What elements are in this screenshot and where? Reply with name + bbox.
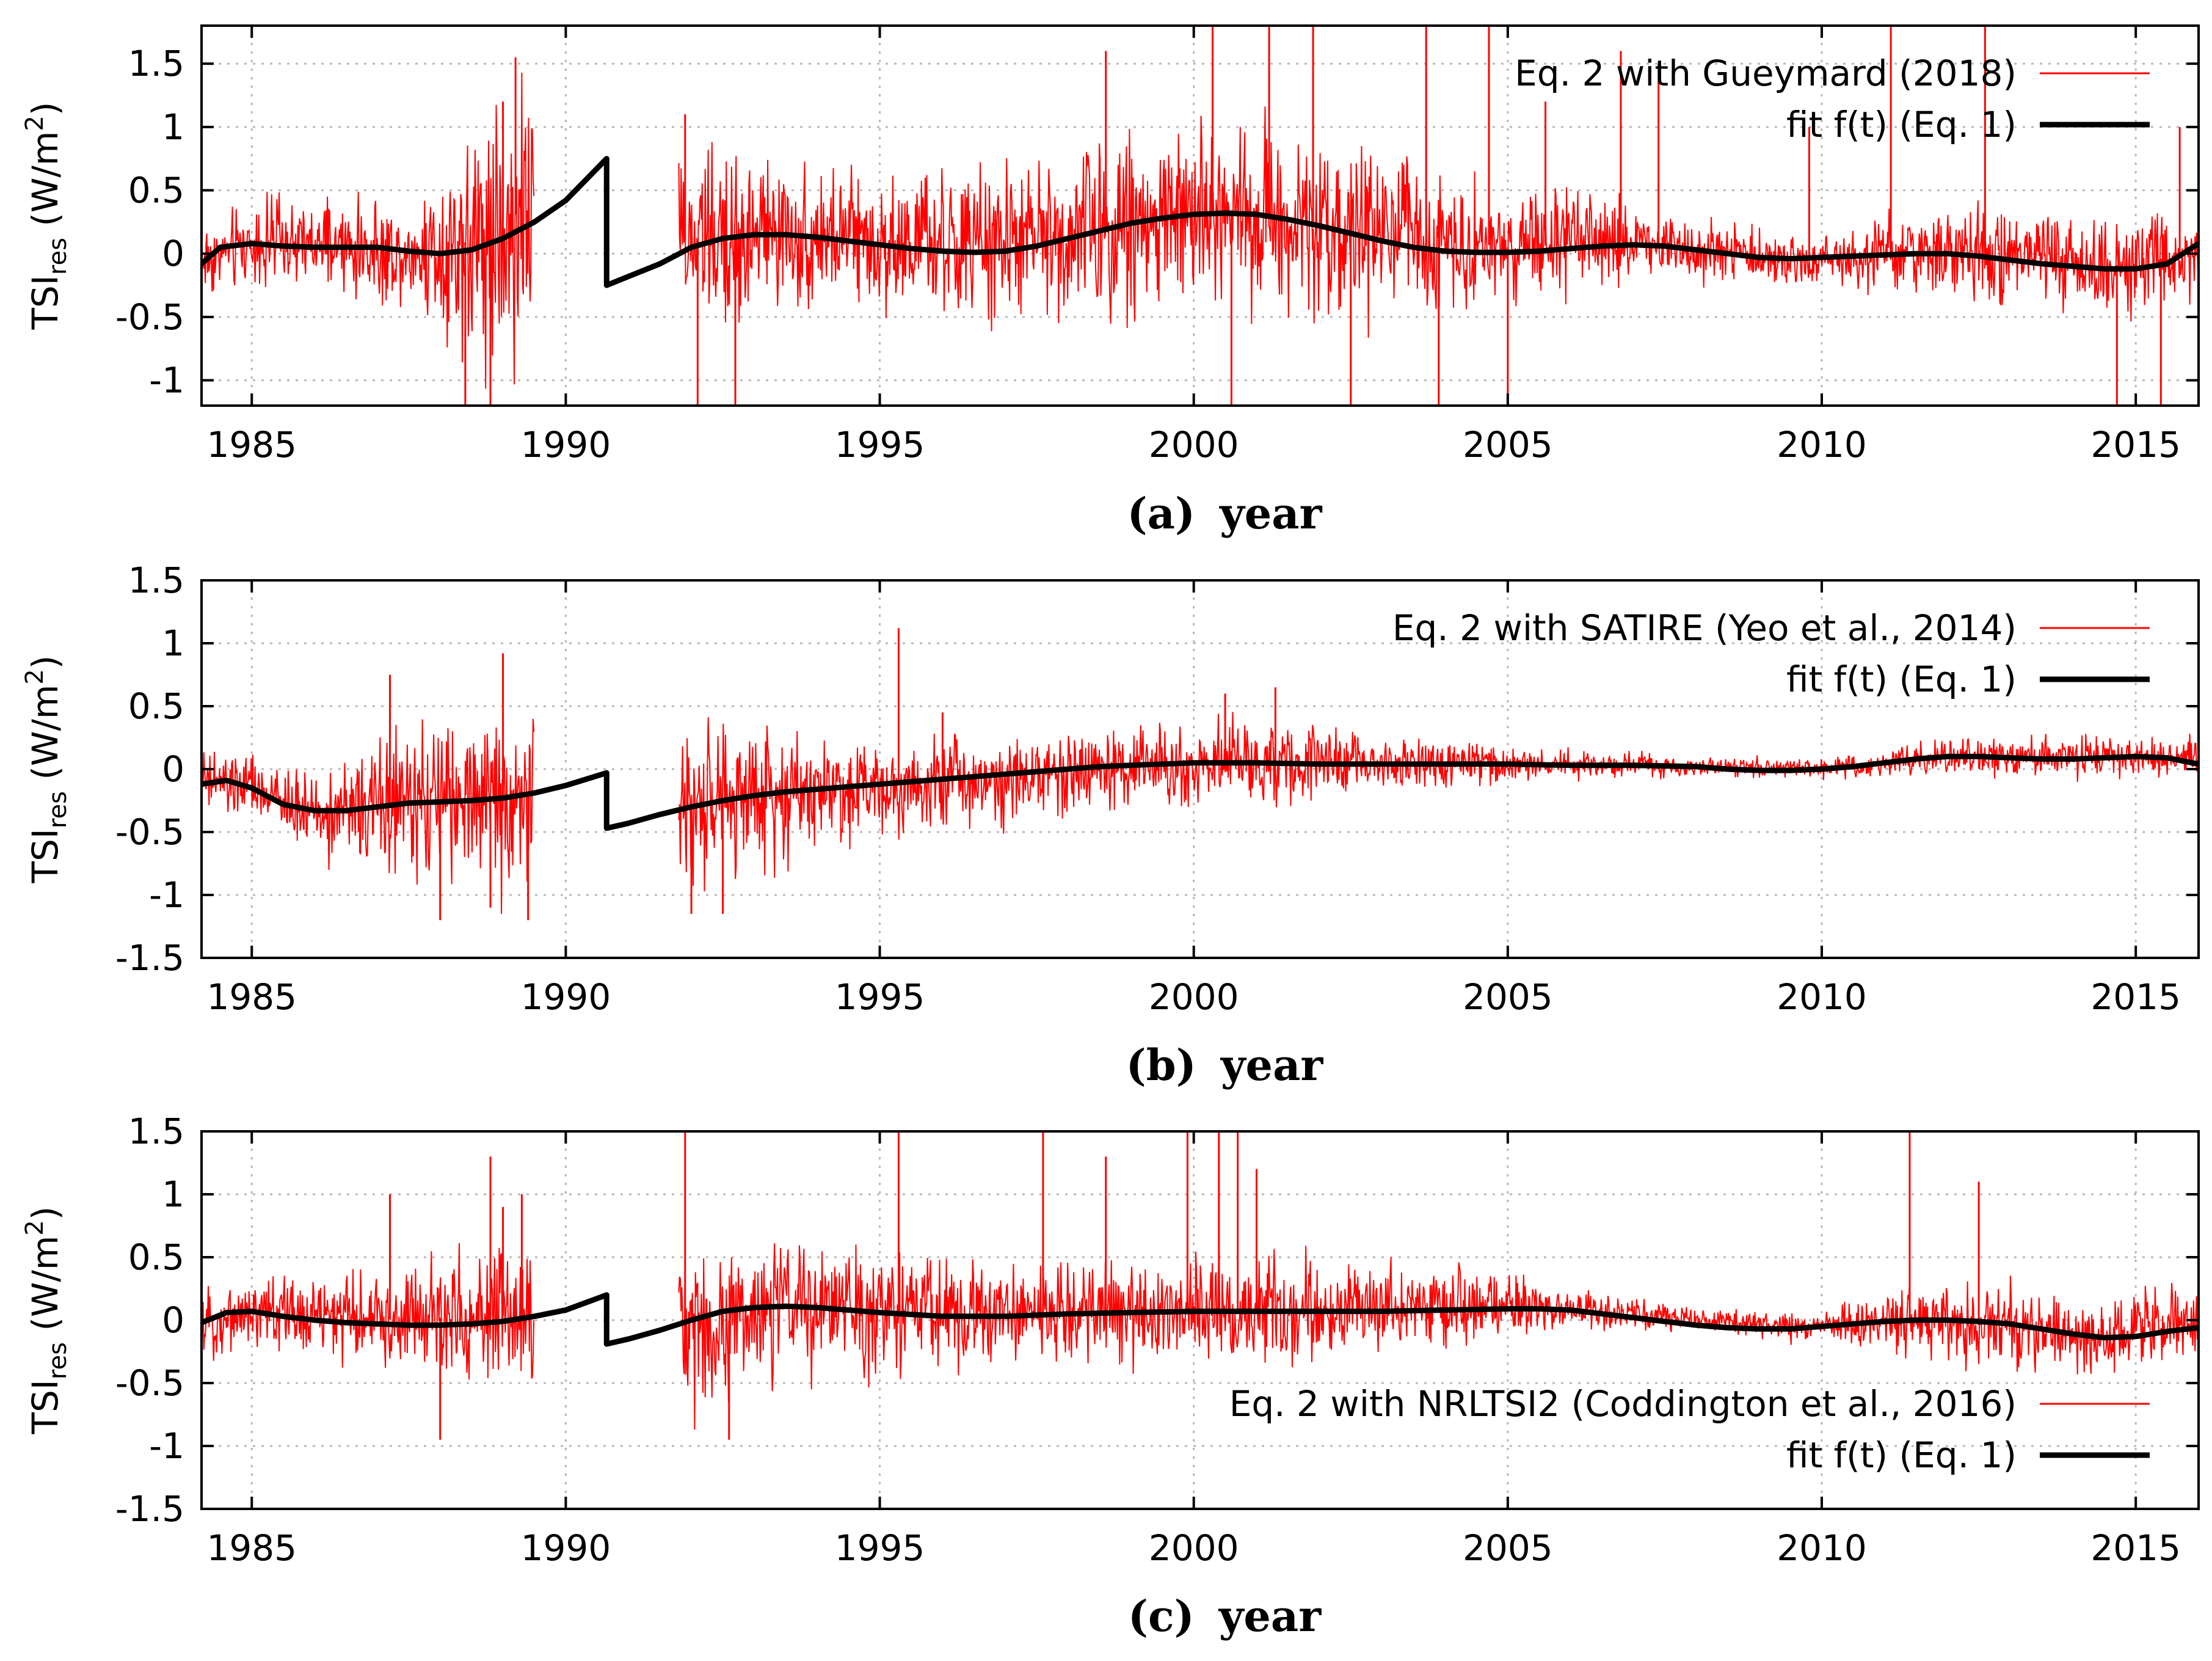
x-tick-label: 1995 bbox=[835, 424, 925, 465]
y-tick-label: 0 bbox=[162, 1299, 184, 1341]
y-tick-label: 1.5 bbox=[128, 560, 184, 601]
legend-label: fit f(t) (Eq. 1) bbox=[1786, 104, 2017, 145]
y-axis-title-main: TSI bbox=[24, 1379, 66, 1434]
y-tick-label: 1 bbox=[162, 622, 184, 664]
series-noisy-path bbox=[202, 718, 535, 914]
y-tick-label: -1.5 bbox=[115, 937, 184, 979]
panel-c: 1985 1990 1995 2000 2005 2010 2015 -1.5 -1 -0.5 0 0… bbox=[21, 1111, 2200, 1641]
y-axis-title-sup: 2 bbox=[21, 115, 49, 131]
y-axis-title-unit: (W/m bbox=[24, 685, 66, 791]
series-noisy-path bbox=[678, 1243, 2199, 1430]
plot-frame bbox=[200, 24, 2200, 407]
x-tick-label: 2015 bbox=[2090, 976, 2181, 1018]
y-tick-label: 0.5 bbox=[128, 1236, 184, 1278]
y-tick-label: 1.5 bbox=[128, 1111, 184, 1152]
panel-b: 1985 1990 1995 2000 2005 2010 2015 -1.5 -1 -0.5 0 0… bbox=[21, 560, 2200, 1090]
x-tick-label: 2010 bbox=[1777, 1527, 1867, 1569]
y-tick-label: -1 bbox=[149, 874, 184, 916]
y-tick-label: -0.5 bbox=[115, 1362, 184, 1404]
legend-label: fit f(t) (Eq. 1) bbox=[1786, 1434, 2017, 1476]
series-noisy-path bbox=[202, 73, 535, 389]
y-axis-title-unit: (W/m bbox=[24, 131, 66, 238]
y-axis-title-main: TSI bbox=[24, 828, 66, 883]
y-tick-label: 1 bbox=[162, 1174, 184, 1215]
y-axis-title: TSIres (W/m2) bbox=[21, 655, 72, 884]
y-axis-title-sub: res bbox=[44, 1342, 72, 1379]
panel-caption: (c) year bbox=[1128, 1591, 1322, 1641]
y-tick-label: -1 bbox=[149, 1425, 184, 1467]
y-tick-label: -0.5 bbox=[115, 811, 184, 853]
y-axis-title-sup: 2 bbox=[21, 669, 49, 684]
legend-label: Eq. 2 with SATIRE (Yeo et al., 2014) bbox=[1392, 607, 2017, 649]
fit-line bbox=[202, 156, 2199, 288]
y-axis-title-sub: res bbox=[44, 791, 72, 828]
y-tick-label: 1 bbox=[162, 106, 184, 148]
y-tick-label: -0.5 bbox=[115, 296, 184, 338]
x-tick-label: 1990 bbox=[521, 1527, 611, 1569]
y-tick-label: 0.5 bbox=[128, 170, 184, 211]
y-tick-label: 0 bbox=[162, 233, 184, 274]
y-tick-label: 1.5 bbox=[128, 43, 184, 84]
y-axis-title-sub: res bbox=[44, 238, 72, 275]
series-noisy-path bbox=[678, 106, 2199, 338]
y-axis-title: TSIres (W/m2) bbox=[21, 1207, 72, 1435]
x-tick-label: 2015 bbox=[2090, 1527, 2181, 1569]
y-axis-title: TSIres (W/m2) bbox=[21, 102, 72, 330]
legend-label: Eq. 2 with NRLTSI2 (Coddington et al., 2… bbox=[1229, 1383, 2017, 1425]
y-axis-title-close: ) bbox=[24, 102, 66, 116]
y-axis-title-unit: (W/m bbox=[24, 1236, 66, 1342]
y-axis-title-sup: 2 bbox=[21, 1220, 49, 1235]
y-axis-title-main: TSI bbox=[24, 275, 66, 330]
fit-line bbox=[202, 753, 2199, 831]
x-tick-label: 2000 bbox=[1149, 1527, 1239, 1569]
x-tick-label: 2005 bbox=[1463, 976, 1553, 1018]
panel-label: (a) bbox=[1127, 488, 1195, 539]
x-tick-label: 1985 bbox=[206, 976, 297, 1018]
panel-caption: (b) year bbox=[1126, 1040, 1324, 1090]
panel-caption: (a) year bbox=[1127, 488, 1322, 539]
legend-label: fit f(t) (Eq. 1) bbox=[1786, 659, 2017, 700]
x-tick-label: 2000 bbox=[1149, 976, 1239, 1018]
panel-a: 1985 1990 1995 2000 2005 2010 2015 -1 -0.5 0 0.5 1 1… bbox=[21, 24, 2200, 539]
y-axis-title-close: ) bbox=[24, 1207, 66, 1221]
y-tick-label: -1.5 bbox=[115, 1488, 184, 1530]
x-tick-label: 2005 bbox=[1463, 424, 1553, 465]
x-tick-label: 1985 bbox=[206, 424, 297, 465]
legend-label: Eq. 2 with Gueymard (2018) bbox=[1515, 53, 2017, 94]
y-tick-label: 0.5 bbox=[128, 685, 184, 727]
x-tick-label: 2000 bbox=[1149, 424, 1239, 465]
x-tick-label: 2015 bbox=[2090, 424, 2181, 465]
series-noisy-path bbox=[678, 712, 2199, 892]
x-axis-title: year bbox=[1218, 1591, 1322, 1641]
plot-area bbox=[202, 26, 2199, 406]
x-tick-label: 2005 bbox=[1463, 1527, 1553, 1569]
panel-label: (c) bbox=[1128, 1591, 1195, 1641]
x-tick-label: 1985 bbox=[206, 1527, 297, 1569]
fit-line bbox=[202, 1292, 2199, 1347]
plot-area bbox=[202, 1131, 2199, 1440]
x-tick-label: 2010 bbox=[1777, 424, 1867, 465]
x-axis-title: year bbox=[1220, 1040, 1324, 1090]
panel-label: (b) bbox=[1126, 1040, 1196, 1090]
x-tick-label: 1990 bbox=[521, 976, 611, 1018]
x-tick-label: 1990 bbox=[521, 424, 611, 465]
x-tick-label: 2010 bbox=[1777, 976, 1867, 1018]
x-tick-label: 1995 bbox=[835, 976, 925, 1018]
y-axis-title-close: ) bbox=[24, 655, 66, 670]
y-tick-label: 0 bbox=[162, 748, 184, 790]
x-tick-label: 1995 bbox=[835, 1527, 925, 1569]
x-axis-title: year bbox=[1219, 488, 1323, 539]
y-tick-label: -1 bbox=[149, 360, 184, 401]
plot-area bbox=[202, 628, 2199, 921]
